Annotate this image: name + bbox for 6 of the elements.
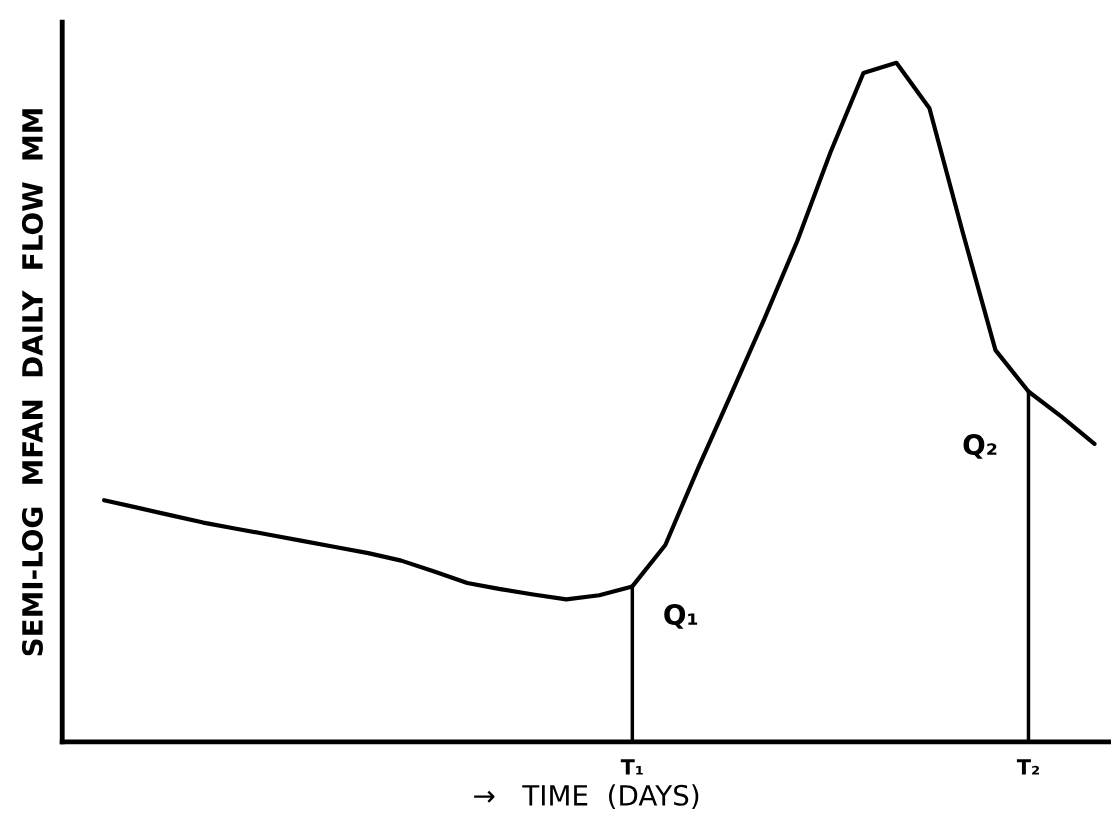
x-tick-label: T₁ xyxy=(620,759,643,775)
annotation: Q₁ xyxy=(664,604,698,629)
x-axis-title: → TIME (DAYS) xyxy=(474,784,699,810)
y-axis-title: SEMI-LOG MFAN DAILY FLOW MM xyxy=(21,109,43,656)
x-tick-label: T₂ xyxy=(1016,759,1039,775)
annotation: Q₂ xyxy=(963,434,997,459)
